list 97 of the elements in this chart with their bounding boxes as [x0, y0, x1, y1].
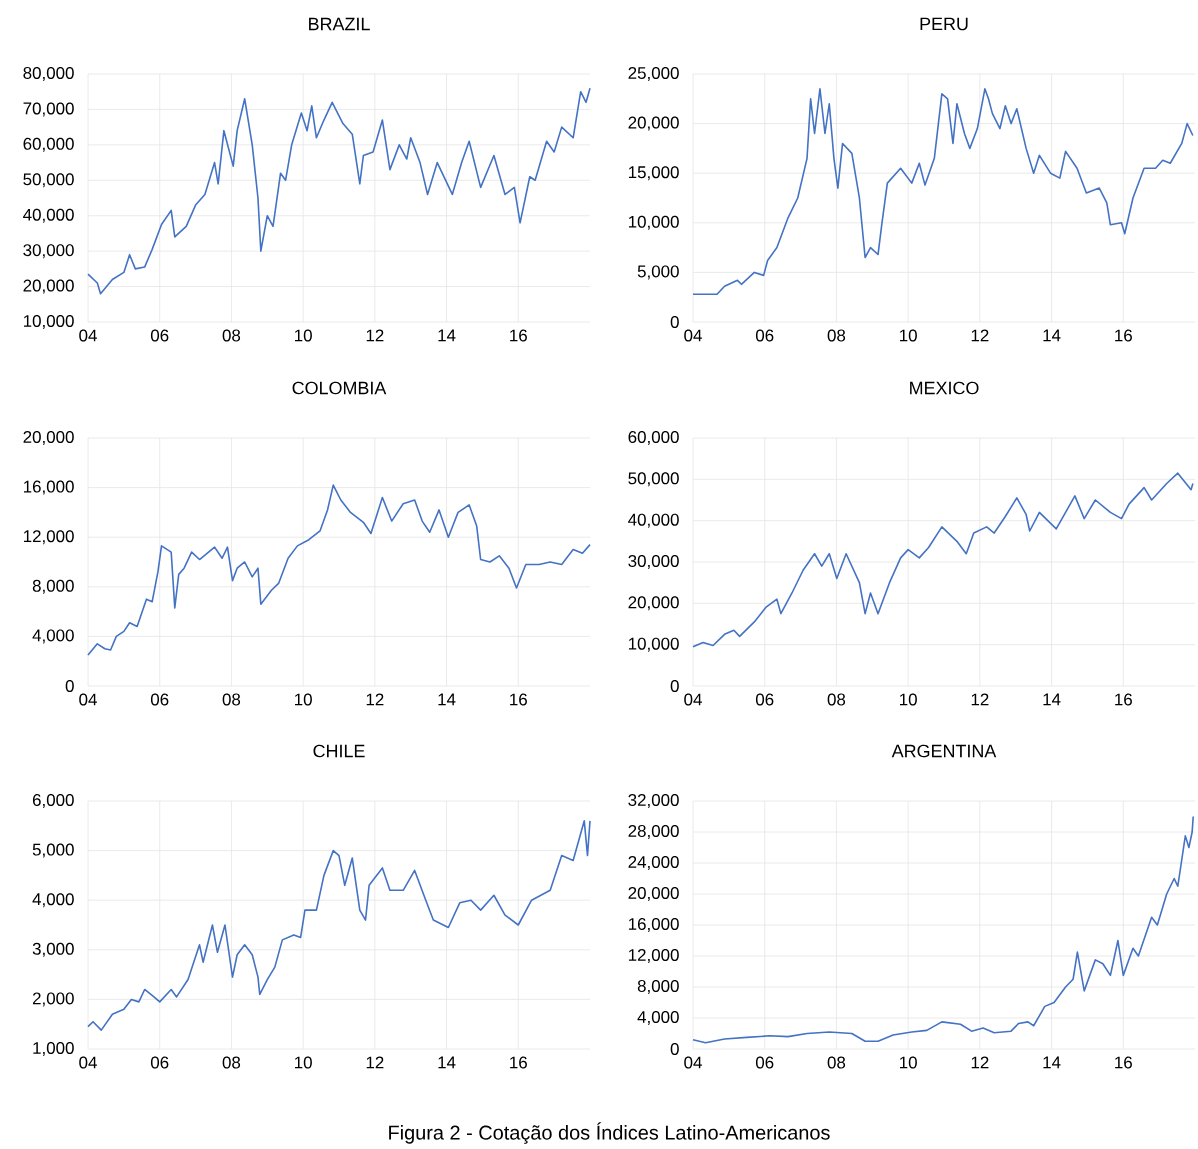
- y-tick-label: 60,000: [23, 137, 74, 152]
- y-tick-label: 32,000: [628, 794, 679, 808]
- x-tick-label: 08: [222, 329, 241, 342]
- y-tick-label: 0: [65, 680, 74, 692]
- y-tick-label: 80,000: [23, 66, 74, 81]
- x-tick-label: 08: [222, 693, 241, 706]
- x-tick-label: 08: [827, 1056, 846, 1069]
- y-tick-label: 6,000: [32, 794, 74, 808]
- y-tick-label: 4,000: [637, 1011, 679, 1025]
- x-tick-label: 04: [79, 693, 97, 706]
- x-tick-label: 08: [827, 693, 846, 706]
- x-tick-label: 12: [971, 693, 989, 706]
- chart-title: BRAZIL: [309, 17, 370, 31]
- x-tick-label: 08: [827, 329, 846, 342]
- x-tick-label: 12: [366, 693, 384, 706]
- y-tick-label: 16,000: [23, 480, 74, 495]
- y-tick-label: 24,000: [628, 856, 679, 870]
- x-tick-label: 06: [150, 329, 169, 342]
- text: Figura 2 - Cotação dos Índices Latino-Americanos: [389, 1122, 830, 1144]
- x-tick-label: 10: [295, 1056, 312, 1069]
- x-tick-label: 12: [366, 1056, 384, 1069]
- line-series: [87, 820, 591, 1031]
- x-tick-label: 16: [510, 693, 527, 706]
- x-tick-label: 04: [79, 1056, 97, 1069]
- y-tick-label: 8,000: [32, 579, 74, 594]
- x-tick-label: 12: [971, 1056, 989, 1069]
- y-tick-label: 16,000: [628, 918, 679, 932]
- y-tick-label: 10,000: [628, 637, 679, 652]
- x-tick-label: 14: [1043, 329, 1061, 342]
- x-tick-label: 04: [79, 329, 97, 342]
- line-series: [692, 815, 1195, 1044]
- x-tick-label: 16: [510, 329, 527, 342]
- chart-title: ARGENTINA: [891, 744, 997, 758]
- y-tick-label: 20,000: [628, 116, 679, 131]
- x-tick-label: 10: [900, 693, 917, 706]
- x-tick-label: 12: [366, 329, 384, 342]
- x-tick-label: 12: [971, 329, 989, 342]
- y-tick-label: 40,000: [23, 208, 74, 223]
- y-tick-label: 28,000: [628, 825, 679, 839]
- x-tick-label: 06: [150, 693, 169, 706]
- line-series: [692, 472, 1194, 648]
- y-tick-label: 0: [670, 680, 679, 692]
- chart-title: MEXICO: [910, 381, 979, 395]
- x-tick-label: 14: [438, 693, 456, 706]
- x-tick-label: 04: [684, 329, 702, 342]
- y-tick-label: 8,000: [637, 980, 679, 994]
- y-tick-label: 10,000: [23, 314, 74, 329]
- y-tick-label: 70,000: [23, 102, 74, 117]
- x-tick-label: 14: [438, 1056, 456, 1069]
- y-tick-label: 50,000: [628, 472, 679, 487]
- y-tick-label: 50,000: [23, 173, 74, 188]
- y-tick-label: 20,000: [23, 279, 74, 294]
- x-tick-label: 10: [900, 329, 917, 342]
- x-tick-label: 06: [755, 329, 774, 342]
- y-tick-label: 5,000: [637, 265, 679, 280]
- y-tick-label: 25,000: [628, 66, 679, 81]
- y-tick-label: 2,000: [32, 992, 74, 1007]
- y-tick-label: 20,000: [628, 596, 679, 611]
- y-tick-label: 10,000: [628, 215, 679, 230]
- y-tick-label: 60,000: [628, 431, 679, 445]
- x-tick-label: 16: [1115, 329, 1132, 342]
- line-series: [87, 87, 591, 295]
- x-tick-label: 08: [222, 1056, 241, 1069]
- y-tick-label: 5,000: [32, 843, 74, 858]
- x-tick-label: 04: [684, 693, 702, 706]
- x-tick-label: 06: [150, 1056, 169, 1069]
- y-tick-label: 12,000: [23, 530, 74, 545]
- x-tick-label: 10: [295, 693, 312, 706]
- y-tick-label: 4,000: [32, 629, 74, 644]
- y-tick-label: 4,000: [32, 893, 74, 908]
- y-tick-label: 40,000: [628, 513, 679, 528]
- chart-title: CHILE: [313, 744, 365, 758]
- y-tick-label: 1,000: [33, 1042, 74, 1056]
- x-tick-label: 16: [510, 1056, 527, 1069]
- y-tick-label: 30,000: [628, 555, 679, 569]
- y-tick-label: 30,000: [23, 244, 74, 259]
- chart-title: PERU: [920, 17, 968, 31]
- y-tick-label: 0: [670, 315, 679, 328]
- x-tick-label: 14: [438, 329, 456, 342]
- y-tick-label: 0: [670, 1043, 679, 1055]
- x-tick-label: 04: [684, 1056, 702, 1069]
- y-tick-label: 3,000: [32, 942, 74, 957]
- x-tick-label: 14: [1043, 693, 1061, 706]
- x-tick-label: 10: [900, 1056, 917, 1069]
- y-tick-label: 20,000: [23, 430, 74, 445]
- y-tick-label: 12,000: [628, 949, 679, 963]
- x-tick-label: 14: [1043, 1056, 1061, 1069]
- x-tick-label: 16: [1115, 1056, 1132, 1069]
- x-tick-label: 10: [295, 329, 312, 342]
- x-tick-label: 06: [755, 693, 774, 706]
- y-tick-label: 15,000: [628, 166, 679, 181]
- line-series: [87, 484, 591, 656]
- x-tick-label: 16: [1115, 693, 1132, 706]
- line-series: [692, 88, 1194, 296]
- chart-title: COLOMBIA: [292, 381, 387, 395]
- y-tick-label: 20,000: [628, 887, 679, 901]
- x-tick-label: 06: [755, 1056, 774, 1069]
